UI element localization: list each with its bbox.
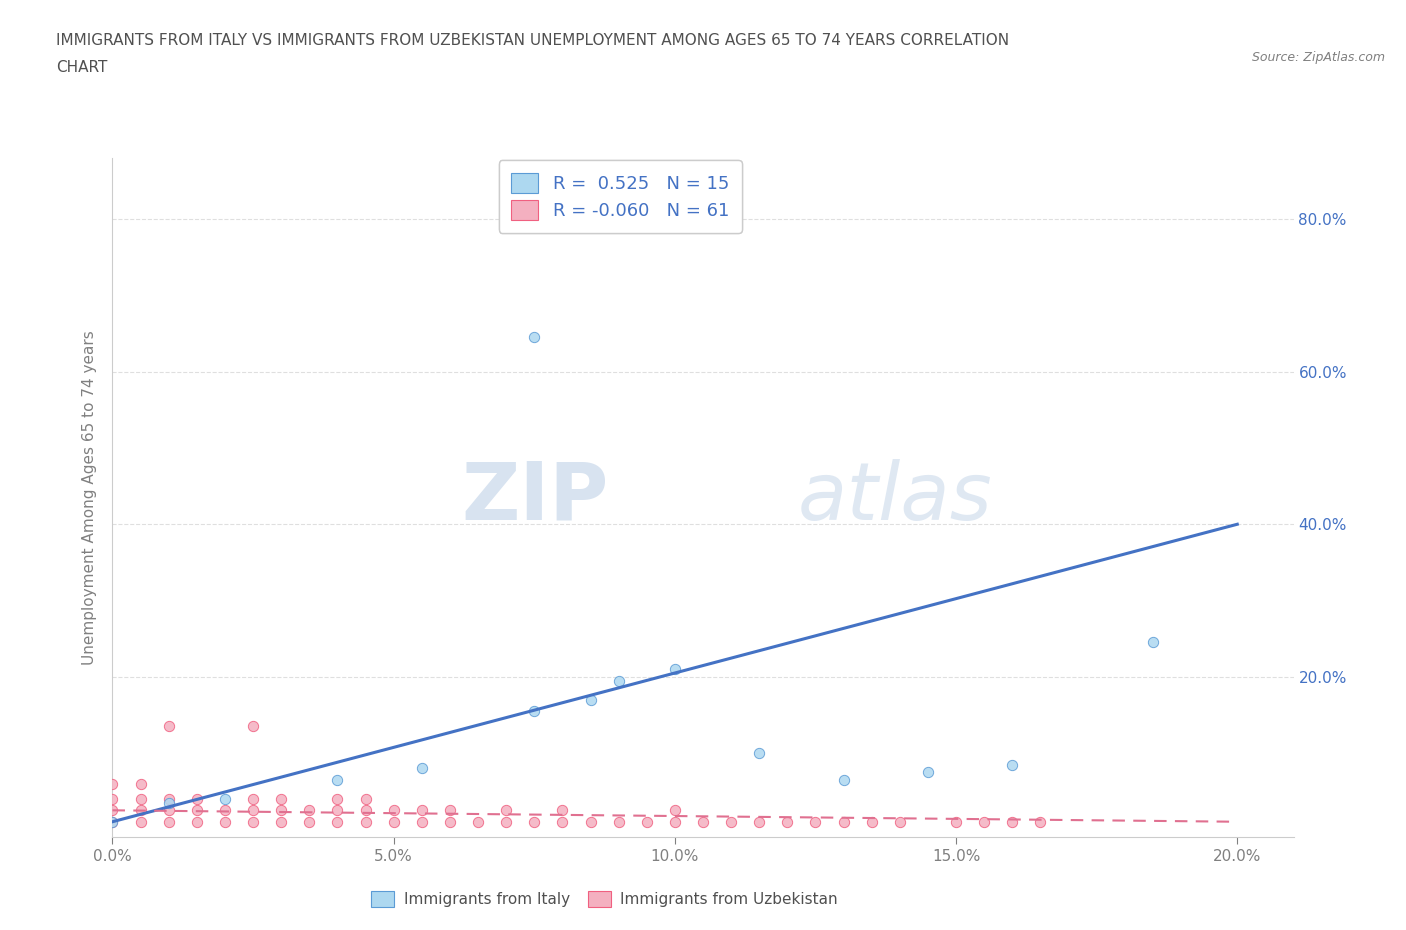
Point	[326, 803, 349, 817]
Text: IMMIGRANTS FROM ITALY VS IMMIGRANTS FROM UZBEKISTAN UNEMPLOYMENT AMONG AGES 65 T: IMMIGRANTS FROM ITALY VS IMMIGRANTS FROM…	[56, 33, 1010, 47]
Legend: R =  0.525   N = 15, R = -0.060   N = 61: R = 0.525 N = 15, R = -0.060 N = 61	[499, 160, 742, 232]
Text: Source: ZipAtlas.com: Source: ZipAtlas.com	[1251, 51, 1385, 64]
Point	[1029, 815, 1052, 830]
Point	[607, 815, 630, 830]
Point	[411, 815, 433, 830]
Point	[326, 772, 349, 787]
Point	[101, 791, 124, 806]
Point	[860, 815, 883, 830]
Point	[889, 815, 911, 830]
Point	[636, 815, 658, 830]
Point	[186, 803, 208, 817]
Point	[129, 777, 152, 791]
Point	[551, 803, 574, 817]
Point	[270, 803, 292, 817]
Point	[551, 815, 574, 830]
Point	[354, 791, 377, 806]
Point	[382, 803, 405, 817]
Point	[157, 803, 180, 817]
Text: CHART: CHART	[56, 60, 108, 75]
Point	[495, 803, 517, 817]
Point	[523, 704, 546, 719]
Y-axis label: Unemployment Among Ages 65 to 74 years: Unemployment Among Ages 65 to 74 years	[82, 330, 97, 665]
Point	[326, 791, 349, 806]
Point	[664, 815, 686, 830]
Point	[607, 673, 630, 688]
Point	[945, 815, 967, 830]
Point	[495, 815, 517, 830]
Point	[579, 815, 602, 830]
Point	[298, 803, 321, 817]
Point	[214, 815, 236, 830]
Point	[101, 815, 124, 830]
Point	[523, 815, 546, 830]
Point	[129, 803, 152, 817]
Point	[439, 803, 461, 817]
Point	[973, 815, 995, 830]
Point	[214, 803, 236, 817]
Point	[129, 791, 152, 806]
Point	[692, 815, 714, 830]
Point	[242, 803, 264, 817]
Point	[1142, 635, 1164, 650]
Point	[804, 815, 827, 830]
Point	[270, 815, 292, 830]
Point	[157, 791, 180, 806]
Point	[832, 772, 855, 787]
Point	[326, 815, 349, 830]
Point	[101, 815, 124, 830]
Point	[354, 815, 377, 830]
Point	[382, 815, 405, 830]
Point	[439, 815, 461, 830]
Point	[242, 815, 264, 830]
Point	[101, 803, 124, 817]
Point	[832, 815, 855, 830]
Point	[242, 791, 264, 806]
Point	[129, 815, 152, 830]
Point	[720, 815, 742, 830]
Point	[748, 815, 770, 830]
Point	[186, 815, 208, 830]
Point	[157, 795, 180, 810]
Point	[354, 803, 377, 817]
Point	[186, 791, 208, 806]
Point	[101, 777, 124, 791]
Point	[1001, 815, 1024, 830]
Point	[523, 330, 546, 345]
Point	[157, 719, 180, 734]
Text: ZIP: ZIP	[461, 458, 609, 537]
Point	[664, 803, 686, 817]
Point	[664, 662, 686, 677]
Point	[411, 761, 433, 776]
Point	[776, 815, 799, 830]
Point	[748, 746, 770, 761]
Legend: Immigrants from Italy, Immigrants from Uzbekistan: Immigrants from Italy, Immigrants from U…	[366, 884, 844, 913]
Point	[467, 815, 489, 830]
Point	[579, 692, 602, 707]
Point	[157, 815, 180, 830]
Point	[298, 815, 321, 830]
Point	[270, 791, 292, 806]
Point	[214, 791, 236, 806]
Point	[1001, 757, 1024, 772]
Text: atlas: atlas	[797, 458, 993, 537]
Point	[917, 764, 939, 779]
Point	[411, 803, 433, 817]
Point	[242, 719, 264, 734]
